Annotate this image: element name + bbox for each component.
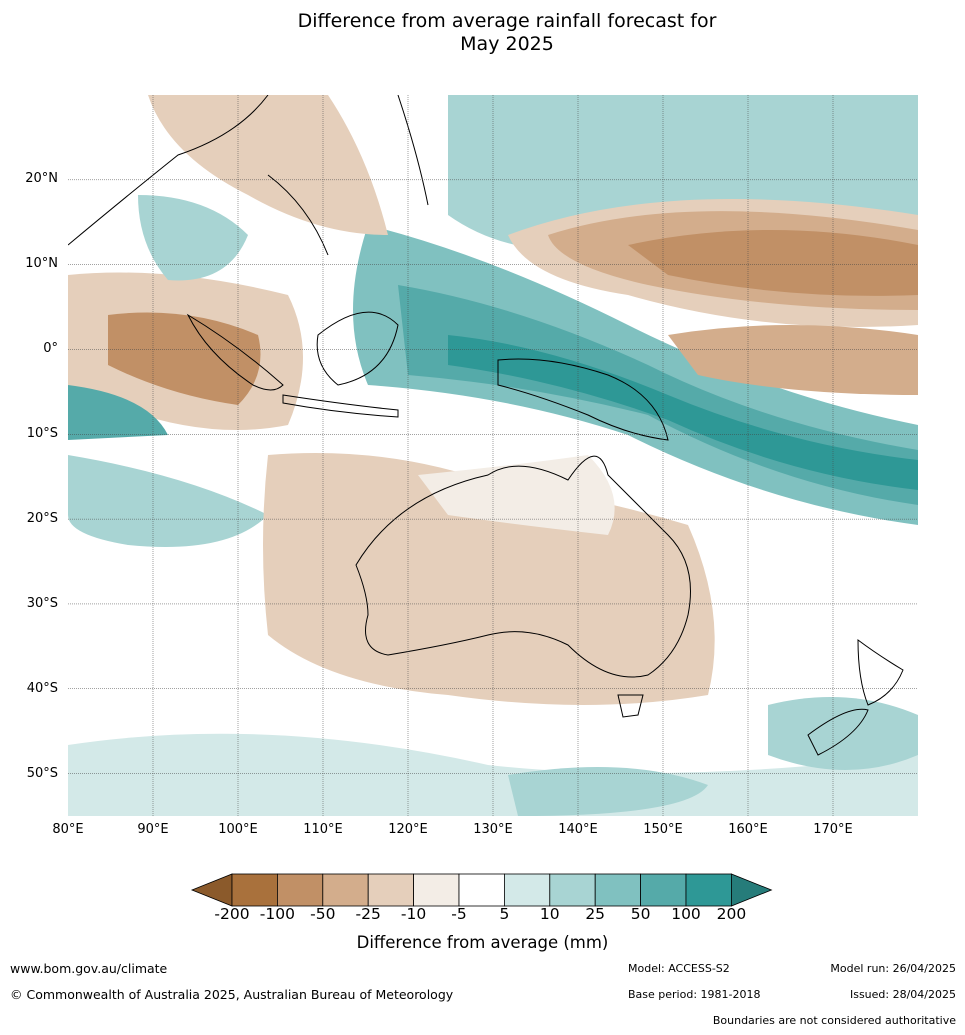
lat-label-10n: 10°N: [25, 256, 58, 271]
new-zealand-south-coastline: [807, 708, 869, 756]
colorbar-cell: [277, 873, 324, 907]
wet-indian-ocean-south: [68, 455, 268, 547]
colorbar-tick-label: 5: [499, 905, 510, 923]
chart-title: Difference from average rainfall forecas…: [0, 10, 965, 56]
australia-coastline: [355, 455, 691, 678]
borneo-coastline: [316, 311, 399, 386]
colorbar-tick-label: -50: [310, 905, 336, 923]
lon-label-130e: 130°E: [473, 822, 513, 837]
footer-copyright: © Commonwealth of Australia 2025, Austra…: [10, 987, 454, 1002]
colorbar-tick-label: -5: [451, 905, 467, 923]
lat-label-10s: 10°S: [26, 426, 58, 441]
footer-issued: Issued: 28/04/2025: [849, 988, 956, 1001]
lat-label-20n: 20°N: [25, 171, 58, 186]
colorbar-extend-low: [190, 873, 233, 907]
lon-label-170e: 170°E: [813, 822, 853, 837]
new-guinea-coastline: [497, 358, 669, 441]
lat-label-0: 0°: [43, 341, 58, 356]
colorbar-cell: [549, 873, 596, 907]
lat-label-20s: 20°S: [26, 511, 58, 526]
colorbar-cell: [322, 873, 369, 907]
dry-indian-ocean-core: [108, 312, 261, 405]
colorbar-cell: [231, 873, 278, 907]
footer-disclaimer: Boundaries are not considered authoritat…: [712, 1014, 956, 1027]
lat-label-50s: 50°S: [26, 766, 58, 781]
colorbar-cell: [503, 873, 551, 907]
footer-model-run: Model run: 26/04/2025: [830, 962, 956, 975]
graticule: [68, 95, 918, 816]
colorbar: [190, 873, 773, 907]
coastlines: [68, 95, 904, 756]
sumatra-coastline: [186, 313, 284, 391]
title-line-1: Difference from average rainfall forecas…: [297, 10, 717, 32]
colorbar-cell: [458, 873, 505, 907]
colorbar-tick-label: 25: [585, 905, 606, 923]
wet-bay-of-bengal: [138, 195, 248, 281]
title-line-2: May 2025: [460, 33, 554, 55]
wet-southern-ocean-core: [508, 767, 708, 816]
java-coastline: [282, 394, 399, 418]
footer-base-period: Base period: 1981-2018: [628, 988, 761, 1001]
colorbar-tick-label: 100: [671, 905, 701, 923]
colorbar-tick-label: 200: [716, 905, 747, 923]
colorbar-title: Difference from average (mm): [356, 933, 609, 952]
lon-label-110e: 110°E: [303, 822, 343, 837]
lon-label-90e: 90°E: [137, 822, 169, 837]
light-dry-australia-north: [418, 455, 615, 535]
dryband-north-pacific-core: [628, 230, 918, 296]
wet-equatorial-core: [448, 335, 918, 490]
tasmania-coastline: [617, 694, 644, 718]
new-zealand-north-coastline: [857, 638, 904, 706]
colorbar-tick-label: -200: [214, 905, 250, 923]
wet-indian-ocean-strip: [68, 385, 168, 440]
colorbar-tick-label: 50: [630, 905, 651, 923]
wet-tasman-nz: [768, 697, 918, 770]
colorbar-cell: [413, 873, 460, 907]
lon-label-150e: 150°E: [643, 822, 683, 837]
colorbar-cell: [640, 873, 687, 907]
wet-southern-ocean: [68, 733, 918, 816]
dryband-equatorial-east: [668, 325, 918, 395]
colorbar-cells: [190, 873, 773, 907]
asia-coastline: [68, 95, 429, 256]
lon-label-120e: 120°E: [388, 822, 428, 837]
colorbar-cell: [685, 873, 732, 907]
colorbar-tick-label: -100: [259, 905, 295, 923]
lat-label-40s: 40°S: [26, 681, 58, 696]
lat-label-30s: 30°S: [26, 596, 58, 611]
colorbar-tick-label: -25: [355, 905, 381, 923]
colorbar-cell: [367, 873, 414, 907]
colorbar-tick-label: -10: [400, 905, 427, 923]
colorbar-tick-label: 10: [539, 905, 560, 923]
lon-label-140e: 140°E: [558, 822, 598, 837]
lon-label-80e: 80°E: [52, 822, 84, 837]
dry-southeast-asia: [148, 95, 388, 235]
lon-label-160e: 160°E: [728, 822, 768, 837]
lon-label-100e: 100°E: [218, 822, 258, 837]
map-canvas: [68, 95, 918, 816]
colorbar-cell: [594, 873, 642, 907]
colorbar-extend-high: [731, 873, 773, 907]
footer-model: Model: ACCESS-S2: [628, 962, 730, 975]
footer-url[interactable]: www.bom.gov.au/climate: [10, 961, 168, 976]
rainfall-anomaly-map: [68, 95, 918, 816]
